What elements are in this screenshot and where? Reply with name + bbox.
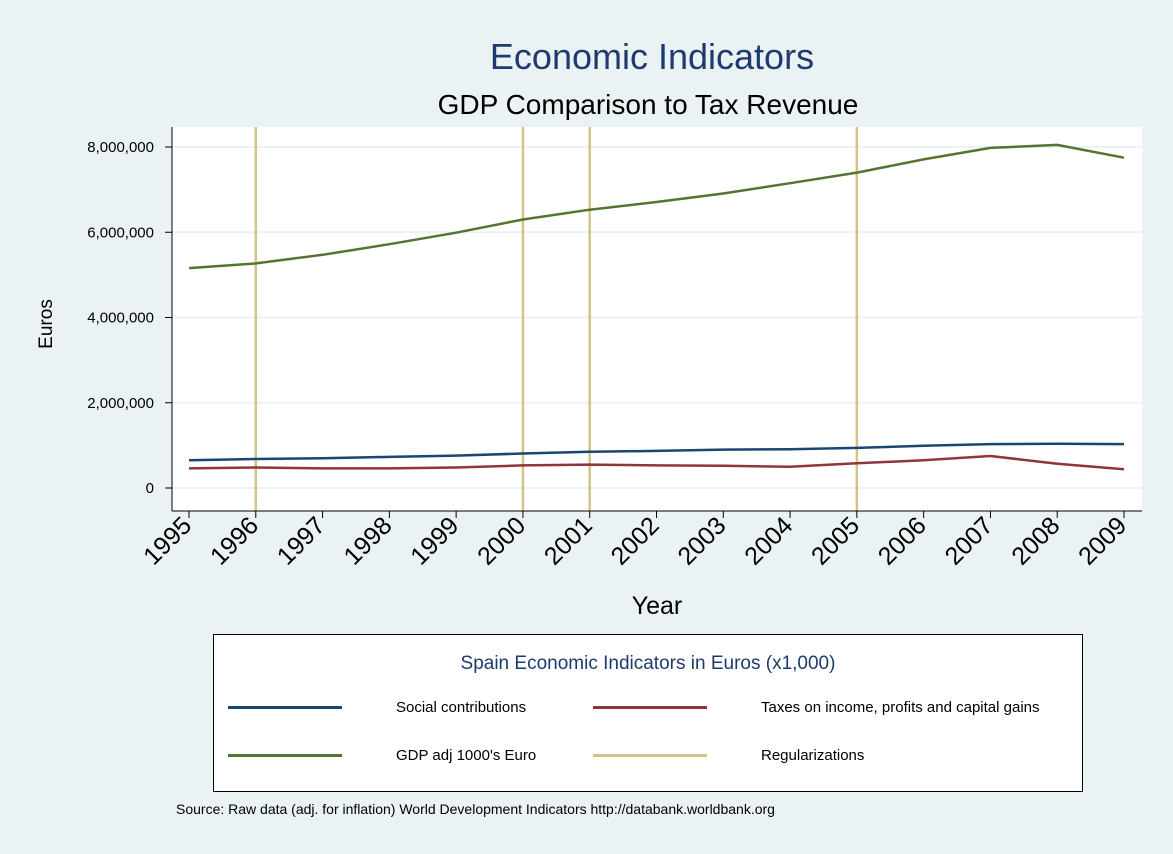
chart-subtitle: GDP Comparison to Tax Revenue [438, 89, 859, 120]
x-tick-label: 2005 [806, 511, 865, 570]
legend-label: Taxes on income, profits and capital gai… [761, 698, 1040, 716]
legend-item-regularizations: Regularizations [593, 745, 864, 765]
series-line-1 [188, 454, 1125, 471]
x-axis-ticks: 1995 1996 1997 1998 1999 2000 2001 2002 2003 2004… [138, 511, 1132, 571]
grid-layer [172, 146, 1142, 489]
legend-swatch-social-contributions [228, 705, 342, 709]
x-tick-label: 2002 [606, 511, 665, 570]
x-tick-label: 2009 [1073, 511, 1132, 570]
x-tick-label: 2004 [739, 511, 798, 570]
x-tick-label: 1997 [272, 511, 331, 570]
x-tick-label: 1996 [205, 511, 264, 570]
y-tick-label: 4,000,000 [87, 310, 154, 327]
plot-area [172, 127, 1142, 511]
x-axis-label: Year [632, 592, 683, 620]
x-tick-label: 1998 [338, 511, 397, 570]
x-tick-label: 2006 [873, 511, 932, 570]
y-axis-label: Euros [36, 299, 57, 349]
legend-swatch-regularizations [593, 753, 707, 757]
series-line-0 [188, 442, 1125, 462]
x-tick-label: 1995 [138, 511, 197, 570]
x-tick-label: 2008 [1006, 511, 1065, 570]
x-tick-label: 2003 [672, 511, 731, 570]
legend-swatch-gdp [228, 753, 342, 757]
y-tick-label: 6,000,000 [87, 224, 154, 241]
legend-label: Regularizations [761, 746, 865, 764]
x-tick-label: 2007 [940, 511, 999, 570]
series-line-2 [188, 143, 1125, 270]
source-note: Source: Raw data (adj. for inflation) Wo… [176, 801, 775, 817]
legend-label: GDP adj 1000's Euro [396, 746, 537, 764]
legend-label: Social contributions [396, 698, 527, 716]
legend-item-social-contributions: Social contributions [228, 697, 526, 717]
y-tick-label: 2,000,000 [87, 395, 154, 412]
legend-title: Spain Economic Indicators in Euros (x1,0… [460, 653, 836, 674]
x-tick-label: 2000 [472, 511, 531, 570]
legend-item-gdp: GDP adj 1000's Euro [228, 745, 536, 765]
x-tick-label: 1999 [405, 511, 464, 570]
chart-title: Economic Indicators [490, 36, 814, 77]
x-tick-label: 2001 [539, 511, 598, 570]
legend-swatch-taxes-on-income [593, 705, 707, 709]
legend-item-taxes-on-income: Taxes on income, profits and capital gai… [593, 697, 1040, 717]
series-layer [188, 143, 1125, 471]
legend: Spain Economic Indicators in Euros (x1,0… [213, 634, 1083, 792]
y-tick-label: 8,000,000 [87, 139, 154, 156]
y-tick-label: 0 [146, 480, 154, 497]
y-axis-ticks: 0 2,000,000 4,000,000 6,000,000 8,000,000 [87, 139, 172, 497]
